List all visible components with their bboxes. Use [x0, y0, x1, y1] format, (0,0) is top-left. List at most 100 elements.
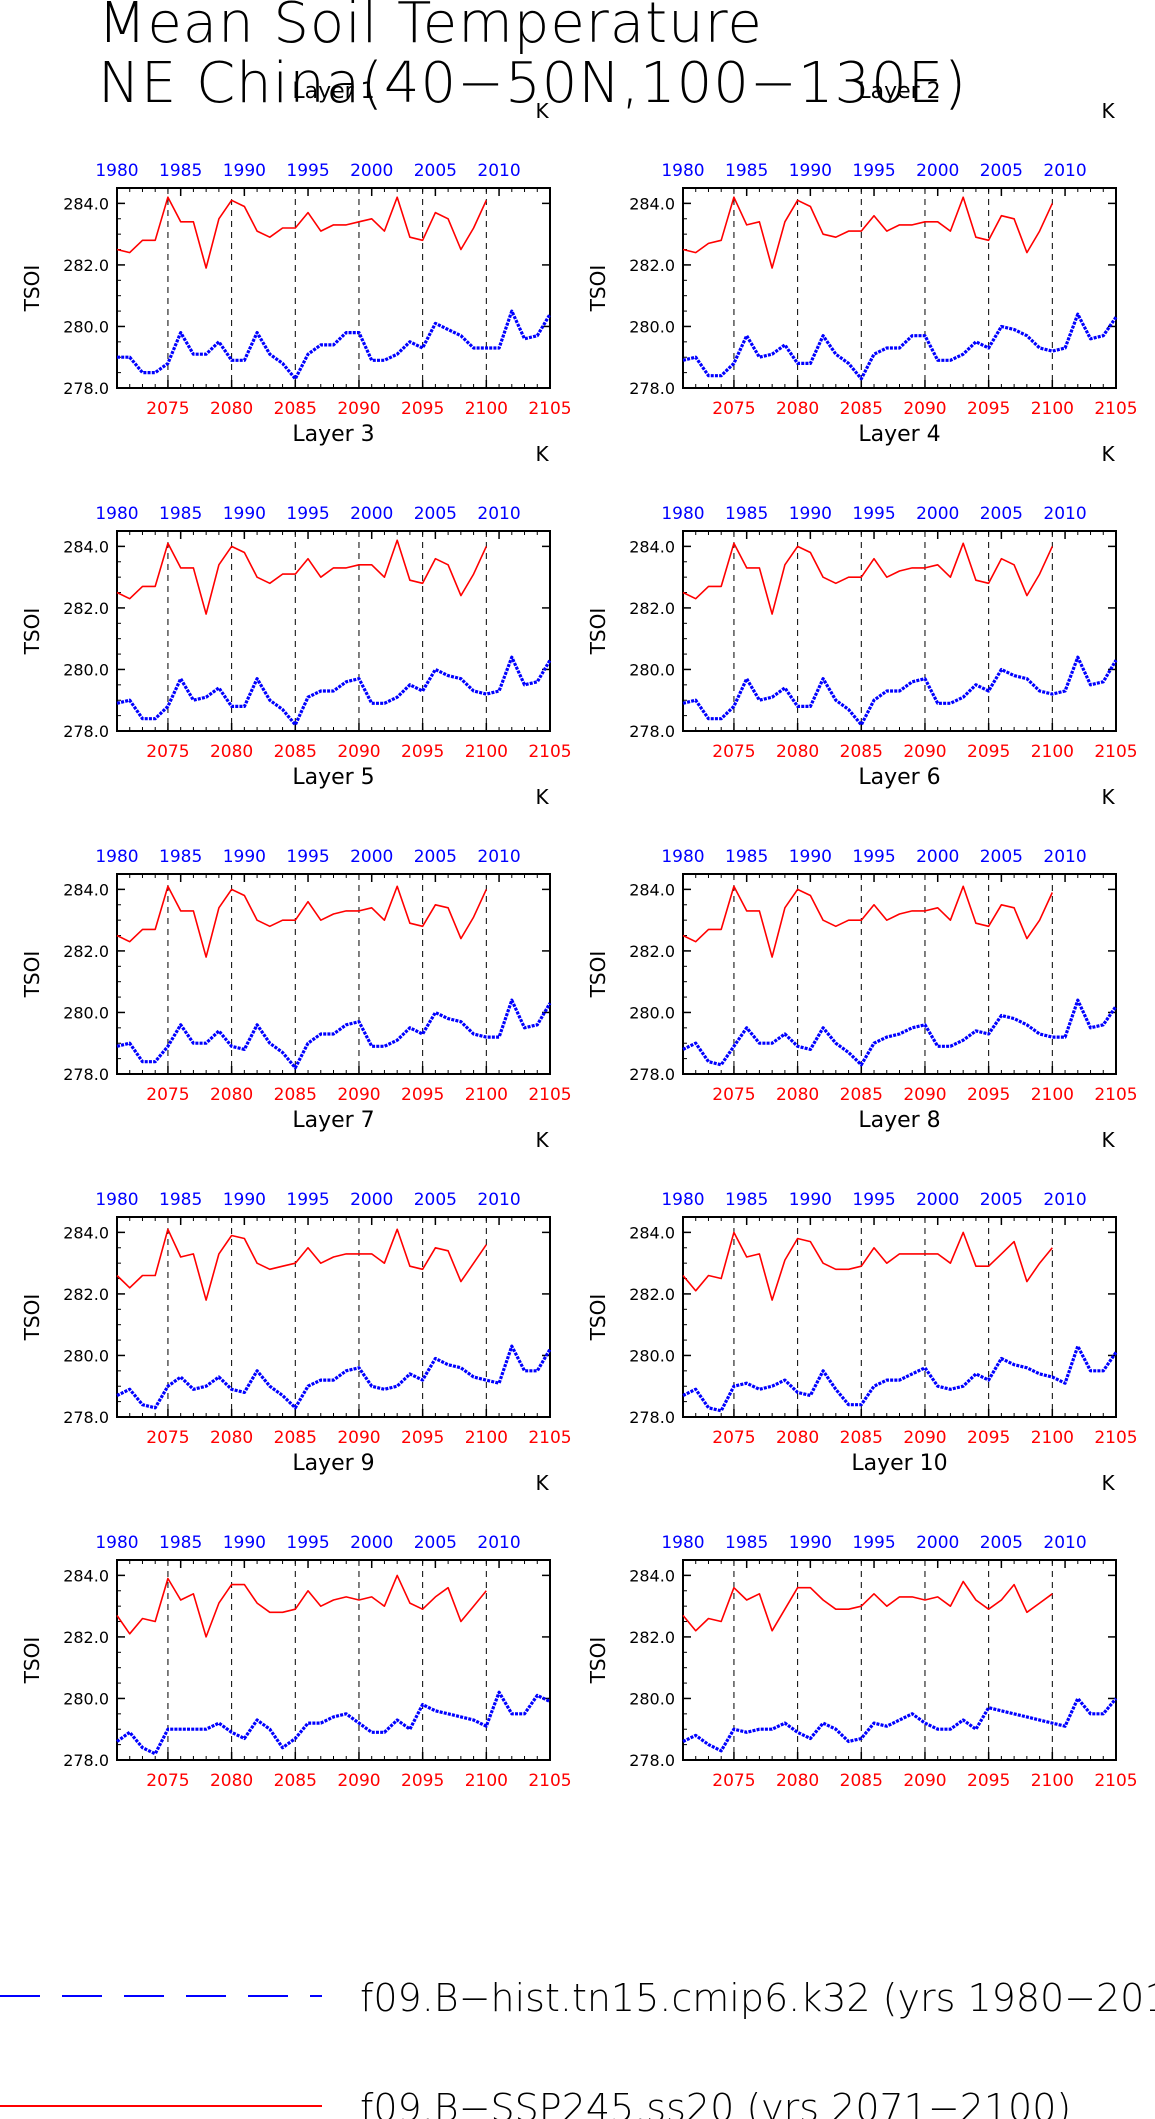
units-label: K — [1101, 785, 1115, 809]
plot-frame — [682, 530, 1117, 732]
x-top-tick-label: 2010 — [477, 1190, 520, 1210]
x-top-tick-label: 2010 — [1043, 1190, 1086, 1210]
x-bottom-tick-label: 2095 — [401, 1428, 444, 1448]
x-top-tick-label: 1985 — [159, 1533, 202, 1553]
x-bottom-tick-label: 2095 — [967, 399, 1010, 419]
x-top-tick-label: 2000 — [916, 161, 959, 181]
x-top-tick-label: 2000 — [350, 1533, 393, 1553]
y-tick-label: 280.0 — [629, 1689, 675, 1708]
x-bottom-tick-label: 2105 — [1094, 1428, 1137, 1448]
x-bottom-tick-label: 2085 — [274, 399, 317, 419]
series-line-ssp — [682, 542, 1054, 615]
panel-title: Layer 1 — [292, 79, 374, 104]
x-bottom-tick-label: 2090 — [903, 399, 946, 419]
x-top-tick-label: 2010 — [477, 847, 520, 867]
panel-7: Layer 7 K TSOI 278.0 280.0 282.0 284.0 2075 2080… — [20, 1108, 572, 1448]
x-top-tick-label: 1985 — [159, 847, 202, 867]
units-label: K — [1101, 1128, 1115, 1152]
x-bottom-tick-label: 2080 — [776, 742, 819, 762]
legend-label: f09.B−SSP245.ss20 (yrs 2071−2100) — [360, 2086, 1071, 2119]
x-bottom-tick-label: 2100 — [1031, 399, 1074, 419]
units-label: K — [1101, 442, 1115, 466]
y-tick-label: 282.0 — [63, 256, 109, 275]
y-tick-label: 278.0 — [63, 1751, 109, 1770]
x-top-tick-label: 2010 — [1043, 847, 1086, 867]
x-top-tick-label: 1985 — [725, 504, 768, 524]
x-top-tick-label: 1985 — [725, 847, 768, 867]
y-tick-label: 280.0 — [629, 317, 675, 336]
plot-frame — [682, 873, 1117, 1075]
plot-frame — [116, 187, 551, 389]
x-top-tick-label: 1980 — [661, 161, 704, 181]
x-bottom-tick-label: 2080 — [210, 1428, 253, 1448]
x-top-tick-label: 1995 — [852, 161, 895, 181]
y-tick-label: 284.0 — [629, 1223, 675, 1242]
series-line-hist — [682, 655, 1118, 727]
legend: f09.B−hist.tn15.cmip6.k32 (yrs 1980−2014… — [0, 1976, 1155, 2119]
x-bottom-tick-label: 2105 — [1094, 1771, 1137, 1791]
x-top-tick-label: 2000 — [350, 161, 393, 181]
x-top-tick-label: 1990 — [789, 847, 832, 867]
x-top-tick-label: 1985 — [159, 504, 202, 524]
x-bottom-tick-label: 2095 — [401, 1771, 444, 1791]
x-top-tick-label: 1995 — [286, 161, 329, 181]
panel-title: Layer 4 — [858, 422, 940, 447]
x-bottom-tick-label: 2085 — [840, 399, 883, 419]
x-bottom-tick-label: 2105 — [528, 1085, 571, 1105]
x-bottom-tick-label: 2095 — [967, 1771, 1010, 1791]
x-top-tick-label: 1980 — [95, 161, 138, 181]
y-axis-label: TSOI — [20, 951, 44, 999]
x-bottom-tick-label: 2090 — [903, 1428, 946, 1448]
y-tick-label: 280.0 — [63, 1003, 109, 1022]
x-bottom-tick-label: 2095 — [401, 742, 444, 762]
x-bottom-tick-label: 2090 — [903, 742, 946, 762]
series-line-hist — [116, 1344, 552, 1410]
y-axis-label: TSOI — [586, 1294, 610, 1342]
y-tick-label: 282.0 — [629, 256, 675, 275]
panel-1: Layer 1 K TSOI 278.0 280.0 282.0 284.0 2075 2080… — [20, 79, 572, 419]
legend-entry: f09.B−SSP245.ss20 (yrs 2071−2100) — [0, 2086, 1071, 2119]
x-bottom-tick-label: 2085 — [840, 742, 883, 762]
x-top-tick-label: 2010 — [1043, 504, 1086, 524]
y-tick-label: 280.0 — [629, 660, 675, 679]
series-line-ssp — [116, 1574, 487, 1638]
x-top-tick-label: 1990 — [789, 161, 832, 181]
x-bottom-tick-label: 2100 — [465, 742, 508, 762]
units-label: K — [535, 1128, 549, 1152]
y-axis-label: TSOI — [586, 1637, 610, 1685]
panel-10: Layer 10 K TSOI 278.0 280.0 282.0 284.0 2075 208… — [586, 1451, 1138, 1791]
x-bottom-tick-label: 2085 — [840, 1771, 883, 1791]
y-tick-label: 280.0 — [629, 1003, 675, 1022]
x-top-tick-label: 2000 — [916, 504, 959, 524]
x-top-tick-label: 1995 — [852, 504, 895, 524]
x-bottom-tick-label: 2100 — [1031, 1085, 1074, 1105]
y-axis-label: TSOI — [586, 608, 610, 656]
y-axis-label: TSOI — [20, 608, 44, 656]
units-label: K — [1101, 1471, 1115, 1495]
x-top-tick-label: 1995 — [286, 847, 329, 867]
units-label: K — [535, 1471, 549, 1495]
x-top-tick-label: 2005 — [414, 504, 457, 524]
x-top-tick-label: 2000 — [350, 504, 393, 524]
x-bottom-tick-label: 2075 — [146, 399, 189, 419]
y-tick-label: 284.0 — [629, 880, 675, 899]
x-bottom-tick-label: 2105 — [1094, 742, 1137, 762]
x-top-tick-label: 1990 — [223, 161, 266, 181]
y-axis-label: TSOI — [586, 951, 610, 999]
x-bottom-tick-label: 2100 — [465, 399, 508, 419]
x-bottom-tick-label: 2080 — [776, 399, 819, 419]
y-tick-label: 278.0 — [63, 722, 109, 741]
x-bottom-tick-label: 2075 — [712, 1428, 755, 1448]
y-tick-label: 282.0 — [629, 1285, 675, 1304]
y-tick-label: 284.0 — [63, 880, 109, 899]
x-bottom-tick-label: 2085 — [274, 1085, 317, 1105]
title-line-1: Mean Soil Temperature — [98, 0, 763, 56]
x-bottom-tick-label: 2085 — [840, 1085, 883, 1105]
y-tick-label: 278.0 — [63, 1065, 109, 1084]
x-bottom-tick-label: 2100 — [465, 1085, 508, 1105]
x-bottom-tick-label: 2105 — [528, 399, 571, 419]
panel-title: Layer 7 — [292, 1108, 374, 1133]
x-top-tick-label: 1995 — [852, 847, 895, 867]
panel-9: Layer 9 K TSOI 278.0 280.0 282.0 284.0 2075 2080… — [20, 1451, 572, 1791]
x-bottom-tick-label: 2075 — [712, 399, 755, 419]
